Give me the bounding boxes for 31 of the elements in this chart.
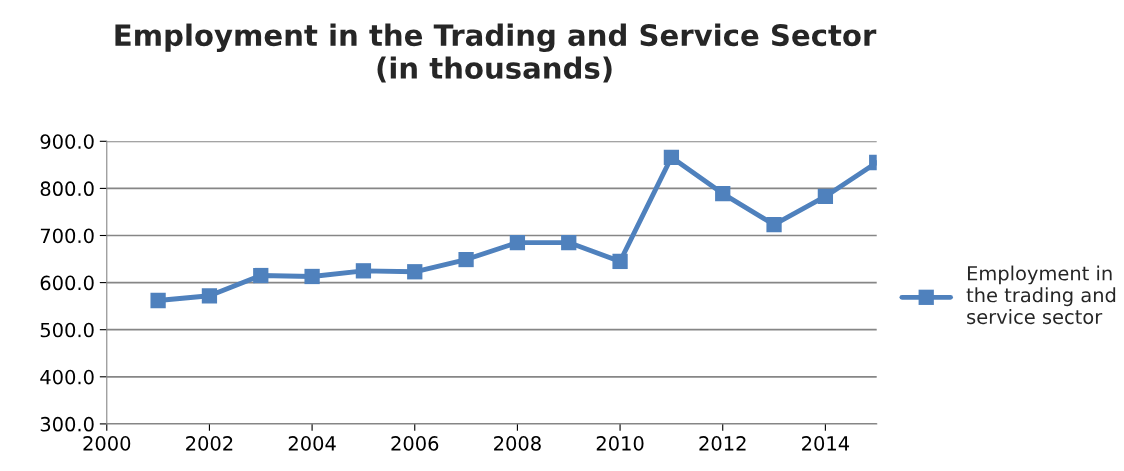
x-tick-label: 2000 — [83, 436, 131, 451]
point — [201, 288, 218, 304]
y-tick-label: 300.0 — [40, 416, 94, 432]
point — [458, 251, 474, 268]
point — [766, 217, 782, 233]
point — [663, 149, 680, 165]
x-tick-label: 2010 — [596, 436, 644, 451]
point — [150, 292, 166, 309]
chart-title: Employment in the Trading and Service Sector (in thousands) — [115, 23, 877, 83]
x-tick-label: 2012 — [699, 436, 746, 451]
x-tick-label: 2006 — [391, 436, 439, 451]
point — [304, 268, 320, 285]
y-tick-label: 900.0 — [40, 134, 94, 149]
point — [612, 253, 628, 270]
point — [509, 234, 526, 251]
y-tick-label: 800.0 — [40, 181, 94, 197]
point — [355, 263, 372, 279]
point — [715, 185, 731, 202]
y-tick-label: 500.0 — [40, 322, 94, 338]
legend-label: Employment in the trading and service sector — [966, 265, 1116, 325]
y-tick-label: 700.0 — [40, 228, 94, 244]
point — [817, 188, 834, 205]
x-tick-label: 2008 — [494, 436, 541, 451]
point — [407, 264, 423, 280]
y-tick-label: 400.0 — [40, 369, 94, 385]
point — [253, 267, 269, 284]
x-tick-label: 2004 — [288, 436, 336, 451]
x-tick-label: 2002 — [186, 436, 233, 451]
x-tick-label: 2014 — [802, 436, 850, 451]
y-tick-label: 600.0 — [40, 275, 94, 291]
point — [561, 234, 577, 251]
